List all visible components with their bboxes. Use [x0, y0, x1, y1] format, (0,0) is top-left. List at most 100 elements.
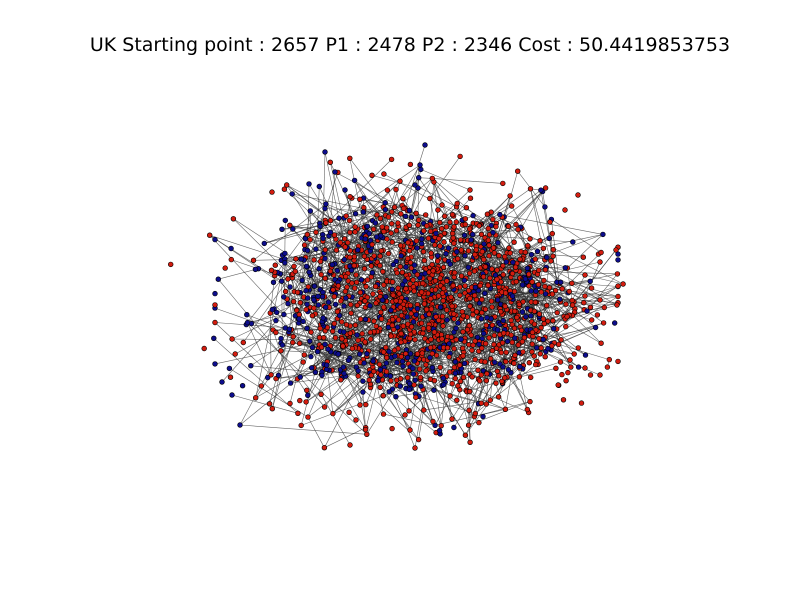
graph-node-red	[395, 220, 401, 226]
graph-node-blue	[383, 360, 389, 366]
graph-node-red	[526, 271, 532, 277]
graph-edge	[307, 352, 337, 418]
graph-node-red	[427, 195, 433, 202]
graph-node-red	[372, 283, 379, 290]
graph-edge	[457, 203, 497, 227]
graph-node-red	[397, 376, 404, 382]
graph-edge	[274, 208, 326, 276]
graph-edge	[366, 385, 398, 435]
graph-edge	[425, 357, 514, 366]
graph-node-red	[281, 186, 288, 192]
graph-node-red	[303, 399, 309, 405]
graph-node-red	[338, 298, 344, 304]
graph-node-blue	[306, 181, 312, 187]
graph-node-red	[449, 416, 455, 422]
graph-node-red	[393, 186, 399, 193]
graph-node-red	[347, 155, 353, 162]
graph-node-red	[529, 341, 535, 347]
graph-node-red	[491, 332, 497, 339]
graph-edge	[441, 197, 471, 229]
graph-node-red	[331, 320, 337, 327]
graph-edge	[551, 219, 602, 253]
graph-node-red	[472, 251, 478, 258]
graph-node-red	[304, 231, 310, 238]
graph-node-red	[459, 309, 465, 315]
graph-node-red	[536, 267, 542, 273]
graph-node-red	[487, 275, 493, 281]
graph-node-red	[542, 354, 548, 360]
graph-edge	[388, 205, 403, 218]
graph-node-blue	[278, 335, 284, 342]
graph-node-blue	[323, 304, 329, 311]
graph-node-red	[395, 317, 402, 323]
graph-node-blue	[304, 325, 310, 331]
graph-node-red	[400, 323, 406, 329]
graph-node-blue	[387, 373, 394, 379]
graph-node-red	[578, 400, 585, 406]
graph-node-blue	[562, 265, 568, 271]
graph-node-red	[357, 316, 364, 322]
graph-node-red	[385, 214, 392, 220]
graph-edge	[429, 189, 542, 273]
graph-node-red	[337, 239, 343, 246]
graph-node-red	[615, 358, 621, 365]
graph-node-blue	[461, 360, 468, 367]
graph-edge	[332, 264, 387, 281]
graph-node-red	[367, 329, 373, 336]
graph-node-blue	[316, 266, 322, 272]
graph-node-blue	[528, 313, 534, 319]
graph-node-red	[437, 364, 443, 371]
graph-node-blue	[434, 253, 441, 259]
graph-node-red	[493, 345, 500, 351]
graph-node-red	[381, 304, 387, 310]
graph-edge	[441, 204, 497, 227]
graph-node-blue	[472, 284, 479, 291]
graph-edge	[229, 368, 309, 418]
graph-node-red	[458, 247, 464, 253]
graph-node-red	[428, 228, 434, 235]
graph-node-red	[351, 253, 358, 260]
graph-node-blue	[282, 260, 288, 266]
graph-node-red	[493, 380, 499, 386]
graph-node-red	[457, 292, 463, 298]
graph-node-blue	[453, 325, 459, 331]
graph-node-red	[493, 223, 499, 230]
graph-node-red	[440, 264, 447, 270]
graph-node-red	[232, 351, 238, 357]
graph-node-red	[417, 366, 423, 372]
graph-node-red	[491, 341, 497, 348]
graph-node-red	[434, 258, 441, 264]
graph-node-blue	[379, 297, 386, 303]
graph-node-blue	[523, 314, 529, 320]
graph-node-red	[488, 298, 495, 304]
graph-node-red	[411, 382, 417, 388]
graph-node-blue	[458, 336, 464, 343]
graph-node-blue	[372, 220, 379, 226]
graph-node-red	[597, 259, 603, 265]
graph-node-red	[347, 254, 353, 261]
graph-node-red	[272, 262, 278, 268]
graph-node-red	[597, 297, 603, 303]
graph-edge	[497, 296, 619, 372]
graph-node-red	[448, 294, 454, 300]
graph-edge	[213, 338, 299, 414]
graph-node-red	[441, 239, 447, 245]
graph-node-red	[482, 264, 488, 270]
graph-edge	[432, 178, 524, 257]
graph-node-blue	[389, 286, 395, 292]
graph-edge	[445, 294, 519, 316]
graph-node-red	[389, 322, 395, 329]
graph-node-red	[294, 307, 300, 313]
graph-node-red	[437, 275, 443, 281]
graph-node-blue	[382, 200, 388, 206]
graph-node-blue	[382, 207, 389, 213]
graph-edge	[383, 413, 436, 426]
graph-node-red	[565, 369, 571, 376]
graph-edge	[298, 318, 366, 430]
graph-node-blue	[311, 297, 317, 303]
figure-title: UK Starting point : 2657 P1 : 2478 P2 : …	[89, 34, 731, 56]
graph-node-red	[563, 323, 569, 330]
graph-node-blue	[528, 251, 535, 258]
graph-node-red	[477, 282, 483, 289]
